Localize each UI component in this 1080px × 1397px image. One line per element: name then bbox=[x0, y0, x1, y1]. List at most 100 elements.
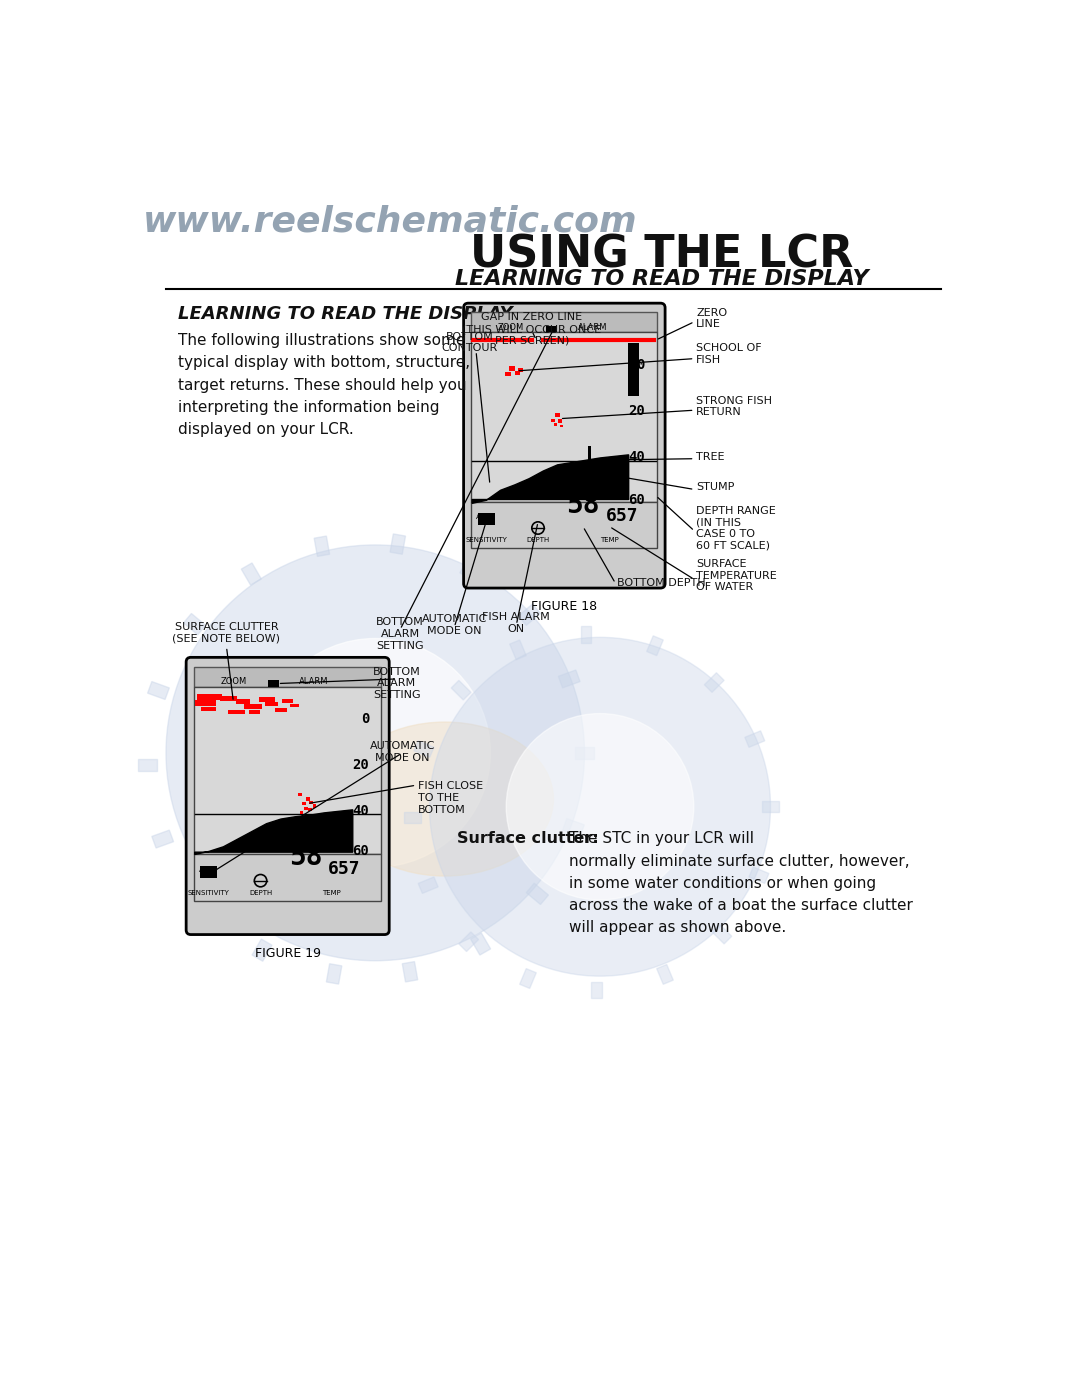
Polygon shape bbox=[194, 810, 353, 855]
Bar bbox=[585, 464, 595, 467]
Bar bbox=[414, 740, 434, 757]
Text: ZOOM: ZOOM bbox=[220, 678, 246, 686]
Bar bbox=[404, 812, 421, 823]
Text: The STC in your LCR will
normally eliminate surface clutter, however,
in some wa: The STC in your LCR will normally elimin… bbox=[569, 831, 913, 935]
Text: DEPTH: DEPTH bbox=[248, 890, 272, 895]
Bar bbox=[309, 800, 313, 803]
Bar bbox=[460, 557, 480, 578]
Text: STRONG FISH
RETURN: STRONG FISH RETURN bbox=[697, 395, 772, 418]
Bar bbox=[589, 447, 592, 462]
Bar bbox=[554, 423, 556, 426]
Bar bbox=[300, 810, 303, 813]
Text: 40: 40 bbox=[352, 805, 369, 819]
Bar bbox=[647, 636, 663, 655]
Text: 0: 0 bbox=[636, 358, 645, 372]
Bar bbox=[197, 694, 221, 700]
Text: AUTO: AUTO bbox=[476, 514, 496, 520]
Text: www.reelschematic.com: www.reelschematic.com bbox=[143, 204, 637, 239]
Bar bbox=[252, 939, 272, 961]
Bar bbox=[471, 502, 658, 548]
Bar bbox=[326, 964, 342, 983]
Bar bbox=[592, 982, 603, 999]
FancyBboxPatch shape bbox=[463, 303, 665, 588]
Bar bbox=[241, 563, 261, 585]
Text: 657: 657 bbox=[606, 507, 638, 525]
Text: ZOOM: ZOOM bbox=[498, 323, 524, 332]
Text: DEPTH: DEPTH bbox=[526, 538, 550, 543]
Bar bbox=[581, 626, 592, 643]
Bar bbox=[563, 819, 584, 837]
Text: 20: 20 bbox=[629, 404, 645, 418]
Text: TEMP: TEMP bbox=[323, 890, 341, 895]
Text: SURFACE CLUTTER
(SEE NOTE BELOW): SURFACE CLUTTER (SEE NOTE BELOW) bbox=[173, 622, 281, 644]
Text: 20: 20 bbox=[352, 759, 369, 773]
Text: USING THE LCR: USING THE LCR bbox=[470, 233, 853, 277]
Text: FIGURE 19: FIGURE 19 bbox=[255, 947, 321, 960]
Bar bbox=[517, 367, 523, 372]
Bar bbox=[459, 932, 478, 951]
Bar bbox=[220, 696, 238, 701]
Text: FIGURE 18: FIGURE 18 bbox=[531, 601, 597, 613]
Bar bbox=[201, 707, 216, 711]
Bar bbox=[282, 698, 293, 703]
Bar bbox=[266, 703, 278, 705]
Bar bbox=[712, 925, 732, 944]
Text: 60: 60 bbox=[629, 493, 645, 507]
Text: AUTOMATIC
MODE ON: AUTOMATIC MODE ON bbox=[421, 615, 487, 636]
Text: AUTO: AUTO bbox=[199, 866, 218, 873]
Text: ZERO
LINE: ZERO LINE bbox=[697, 307, 727, 330]
Text: STUMP: STUMP bbox=[697, 482, 734, 492]
Text: FISH CLOSE
TO THE
BOTTOM: FISH CLOSE TO THE BOTTOM bbox=[418, 781, 483, 814]
Bar bbox=[248, 710, 260, 714]
Text: LEARNING TO READ THE DISPLAY: LEARNING TO READ THE DISPLAY bbox=[455, 270, 868, 289]
Text: BOTTOM
CONTOUR: BOTTOM CONTOUR bbox=[442, 331, 498, 353]
Bar bbox=[515, 372, 521, 374]
Circle shape bbox=[166, 545, 584, 961]
Text: SCHOOL OF
FISH: SCHOOL OF FISH bbox=[697, 344, 761, 365]
Bar bbox=[762, 802, 779, 812]
Text: BOTTOM DEPTH: BOTTOM DEPTH bbox=[617, 578, 705, 588]
FancyBboxPatch shape bbox=[186, 658, 389, 935]
Bar bbox=[194, 686, 381, 855]
Text: BOTTOM
ALARM
SETTING: BOTTOM ALARM SETTING bbox=[373, 666, 421, 700]
Polygon shape bbox=[472, 455, 629, 503]
Bar bbox=[518, 604, 540, 626]
Bar bbox=[194, 855, 381, 901]
Text: SENSITIVITY: SENSITIVITY bbox=[465, 538, 507, 543]
Text: 0: 0 bbox=[361, 712, 369, 726]
Ellipse shape bbox=[337, 722, 554, 876]
Bar bbox=[471, 933, 490, 956]
Text: SURFACE
TEMPERATURE
OF WATER: SURFACE TEMPERATURE OF WATER bbox=[697, 559, 777, 592]
Bar bbox=[298, 793, 301, 796]
Bar bbox=[545, 327, 556, 332]
Bar bbox=[750, 868, 769, 883]
Bar bbox=[152, 830, 174, 848]
Text: SENSITIVITY: SENSITIVITY bbox=[188, 890, 230, 895]
Text: 40: 40 bbox=[629, 450, 645, 464]
Bar bbox=[200, 866, 217, 877]
Bar bbox=[418, 877, 438, 894]
Bar bbox=[510, 640, 526, 659]
Bar bbox=[627, 344, 638, 395]
Bar bbox=[402, 961, 418, 982]
Bar bbox=[259, 697, 274, 703]
Bar bbox=[268, 680, 279, 686]
Circle shape bbox=[260, 638, 490, 868]
Bar bbox=[301, 802, 306, 805]
Text: FISH ALARM
ON: FISH ALARM ON bbox=[483, 612, 550, 633]
Text: Surface clutter:: Surface clutter: bbox=[457, 831, 598, 847]
Bar bbox=[586, 468, 594, 471]
Bar bbox=[243, 704, 262, 708]
Bar bbox=[551, 419, 555, 422]
Bar bbox=[555, 414, 559, 418]
Bar bbox=[558, 671, 580, 687]
Text: ALARM: ALARM bbox=[298, 678, 328, 686]
Bar bbox=[184, 613, 205, 634]
Bar bbox=[559, 425, 563, 427]
Bar bbox=[308, 809, 312, 812]
Text: 60: 60 bbox=[352, 844, 369, 858]
Text: DEPTH RANGE
(IN THIS
CASE 0 TO
60 FT SCALE): DEPTH RANGE (IN THIS CASE 0 TO 60 FT SCA… bbox=[697, 506, 775, 550]
Bar bbox=[390, 534, 405, 555]
Circle shape bbox=[430, 637, 770, 977]
Text: The following illustrations show some
typical display with bottom, structure, an: The following illustrations show some ty… bbox=[177, 334, 503, 437]
